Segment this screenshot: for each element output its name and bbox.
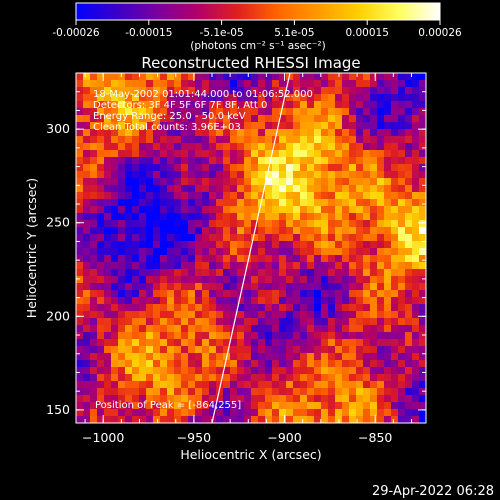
clean-counts-text: Clean Total counts: 3.96E+03 [93, 122, 241, 133]
colorbar: -0.00026 -0.00015 -5.1e-05 5.1e-05 0.00015 0.… [52, 2, 462, 52]
y-tick-label: 200 [46, 308, 70, 323]
y-axis-ticks: 150 200 250 300 [46, 72, 426, 417]
y-axis-label: Heliocentric Y (arcsec) [24, 178, 39, 318]
timestamp: 29-Apr-2022 06:28 [372, 484, 494, 499]
plot-frame [75, 72, 427, 424]
peak-position-text: Position of Peak = [-864,255] [95, 400, 241, 411]
energy-range-text: Energy Range: 25.0 - 50.0 keV [93, 111, 246, 122]
x-tick-label: −850 [358, 430, 392, 445]
x-axis-label: Heliocentric X (arcsec) [180, 447, 321, 462]
colorbar-ticks: -0.00026 -0.00015 -5.1e-05 5.1e-05 0.00015 0.… [52, 20, 462, 39]
time-range-text: 18-May-2002 01:01:44.000 to 01:06:52.000 [93, 89, 313, 100]
colorbar-tick-label: -0.00015 [125, 27, 172, 39]
colorbar-tick-label: 5.1e-05 [274, 27, 314, 39]
colorbar-gradient [75, 2, 441, 21]
y-tick-label: 250 [46, 215, 70, 230]
x-tick-label: −950 [177, 430, 211, 445]
colorbar-units: (photons cm⁻² s⁻¹ asec⁻²) [190, 40, 325, 52]
colorbar-tick-label: -0.00026 [52, 27, 100, 39]
colorbar-tick-label: 0.00015 [345, 27, 388, 39]
annotation-block: 18-May-2002 01:01:44.000 to 01:06:52.000… [93, 89, 313, 411]
x-tick-label: −900 [267, 430, 301, 445]
colorbar-tick-label: -5.1e-05 [200, 27, 244, 39]
solar-limb-line [211, 73, 291, 423]
colorbar-tick-label: 0.00026 [418, 27, 462, 39]
x-axis-ticks: −1000 −950 −900 −850 [82, 73, 412, 445]
chart-title: Reconstructed RHESSI Image [141, 54, 360, 72]
y-tick-label: 300 [46, 121, 70, 136]
heatmap-image [76, 73, 426, 423]
x-tick-label: −1000 [82, 430, 124, 445]
detectors-text: Detectors: 3F 4F 5F 6F 7F 8F, Att 0 [93, 100, 267, 111]
y-tick-label: 150 [46, 402, 70, 417]
